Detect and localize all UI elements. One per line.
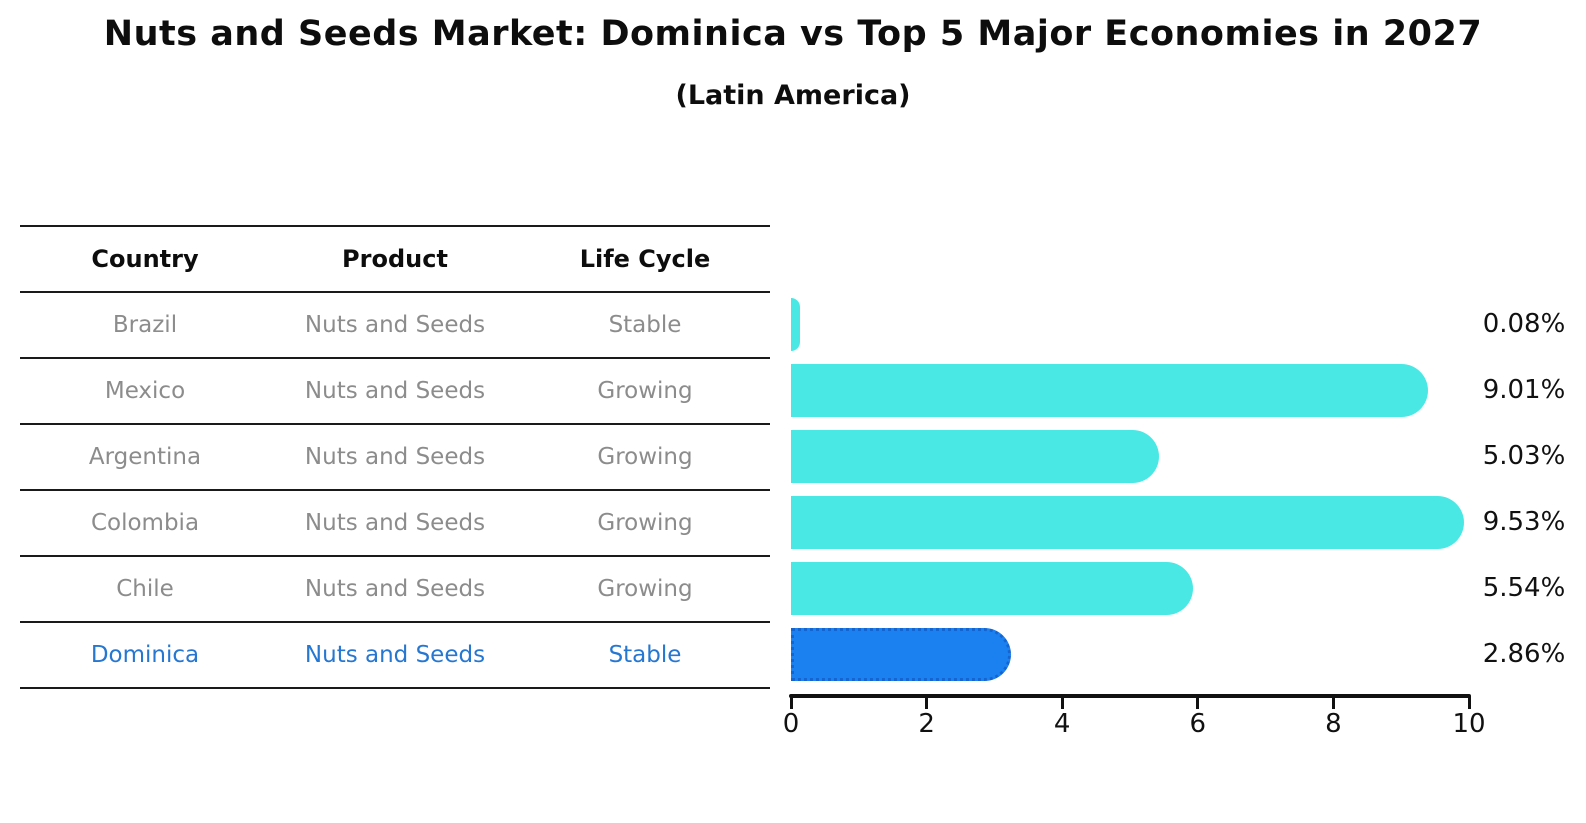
table-row-brazil: Brazil Nuts and Seeds Stable <box>20 291 770 357</box>
bar-colombia <box>791 495 1464 549</box>
table-row-mexico: Mexico Nuts and Seeds Growing <box>20 357 770 423</box>
column-header-product: Product <box>342 245 448 273</box>
cell-product: Nuts and Seeds <box>304 378 486 404</box>
x-axis-tick-label: 8 <box>1325 709 1342 739</box>
bar-brazil <box>791 297 801 351</box>
chart-subtitle: (Latin America) <box>675 80 911 111</box>
x-axis-tick <box>1060 696 1064 709</box>
table-header-row: Country Product Life Cycle <box>20 225 770 291</box>
value-label-colombia: 9.53% <box>1482 507 1566 537</box>
cell-life-cycle: Stable <box>608 312 682 338</box>
value-label-chile: 5.54% <box>1482 573 1566 603</box>
cell-life-cycle: Growing <box>597 510 693 536</box>
x-axis-tick <box>1467 696 1471 709</box>
column-header-life-cycle: Life Cycle <box>579 245 711 273</box>
x-axis-line <box>789 694 1471 698</box>
value-label-dominica: 2.86% <box>1482 639 1566 669</box>
cell-product: Nuts and Seeds <box>304 312 486 338</box>
country-table: Country Product Life Cycle Brazil Nuts a… <box>20 225 770 689</box>
bar-dominica <box>791 627 1012 681</box>
x-axis-tick <box>1196 696 1200 709</box>
cell-country: Colombia <box>90 510 200 536</box>
column-header-country: Country <box>91 245 199 273</box>
x-axis-tick <box>925 696 929 709</box>
cell-product: Nuts and Seeds <box>304 444 486 470</box>
cell-life-cycle: Growing <box>597 444 693 470</box>
cell-product: Nuts and Seeds <box>304 642 486 668</box>
x-axis-tick-label: 0 <box>782 709 800 739</box>
bar-chile <box>791 561 1194 615</box>
table-row-argentina: Argentina Nuts and Seeds Growing <box>20 423 770 489</box>
x-axis-tick <box>1331 696 1335 709</box>
cell-product: Nuts and Seeds <box>304 576 486 602</box>
cell-country: Chile <box>116 576 174 602</box>
x-axis-tick <box>789 696 793 709</box>
table-row-colombia: Colombia Nuts and Seeds Growing <box>20 489 770 555</box>
cell-life-cycle: Growing <box>597 378 693 404</box>
cell-life-cycle: Growing <box>597 576 693 602</box>
cell-life-cycle: Stable <box>608 642 682 668</box>
value-label-brazil: 0.08% <box>1482 309 1566 339</box>
x-axis-tick-label: 4 <box>1053 709 1071 739</box>
chart-title: Nuts and Seeds Market: Dominica vs Top 5… <box>103 14 1483 54</box>
cell-country: Brazil <box>112 312 178 338</box>
value-label-mexico: 9.01% <box>1482 375 1566 405</box>
table-row-chile: Chile Nuts and Seeds Growing <box>20 555 770 621</box>
x-axis-tick-label: 6 <box>1189 709 1207 739</box>
bar-mexico <box>791 363 1429 417</box>
x-axis-tick-label: 10 <box>1452 709 1486 739</box>
cell-country: Mexico <box>104 378 186 404</box>
bar-argentina <box>791 429 1159 483</box>
cell-country: Argentina <box>88 444 202 470</box>
cell-country: Dominica <box>90 642 200 668</box>
cell-product: Nuts and Seeds <box>304 510 486 536</box>
x-axis-tick-label: 2 <box>918 709 935 739</box>
table-row-dominica: Dominica Nuts and Seeds Stable <box>20 621 770 687</box>
value-label-argentina: 5.03% <box>1482 441 1566 471</box>
